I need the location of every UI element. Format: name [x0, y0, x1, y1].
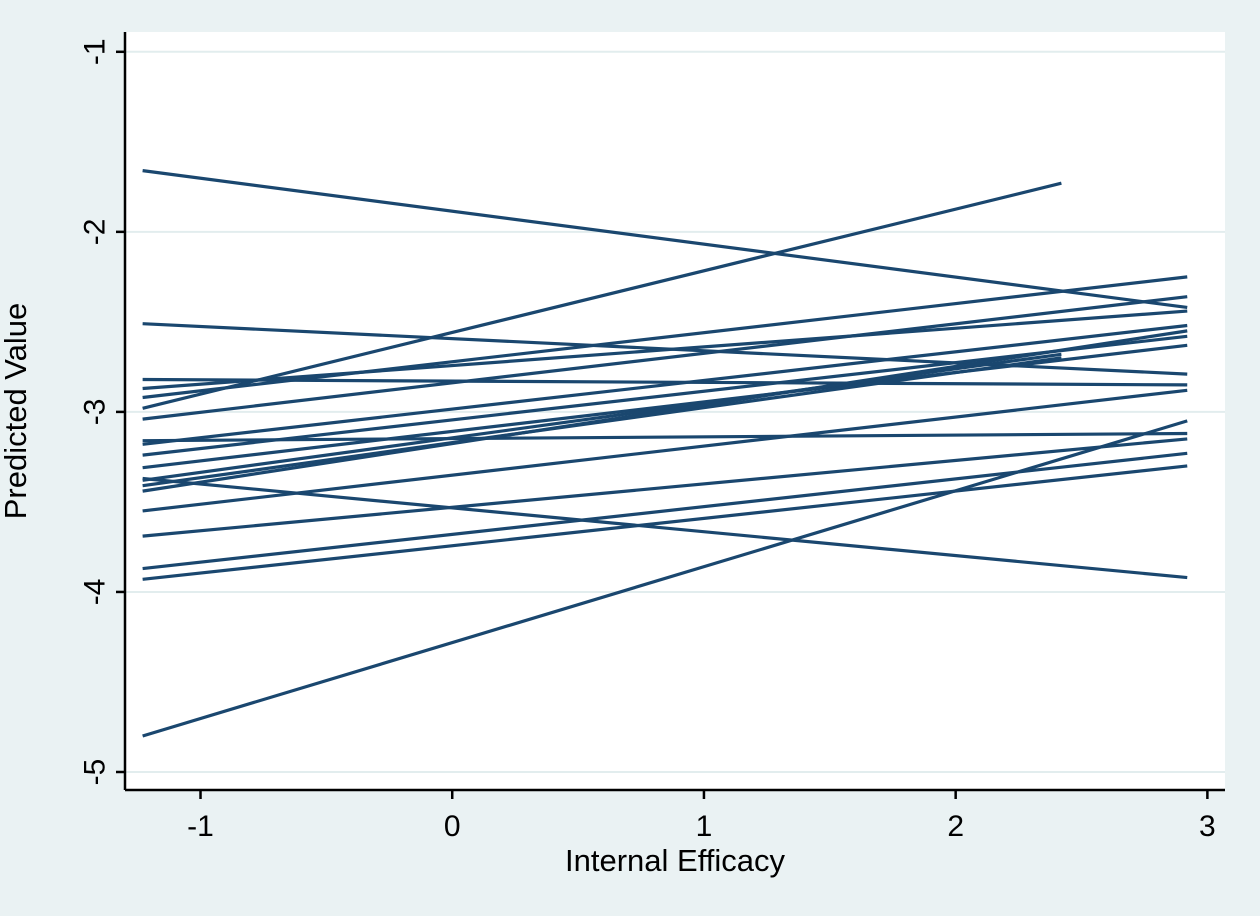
- fitted-line: [142, 169, 1188, 310]
- fitted-line: [142, 377, 1188, 387]
- x-axis-title: Internal Efficacy: [565, 843, 785, 878]
- x-tick-label: 0: [444, 810, 461, 843]
- y-tick-label: -2: [79, 219, 112, 246]
- fitted-line: [142, 437, 1188, 538]
- fitted-line: [142, 431, 1188, 443]
- fitted-line: [142, 181, 1062, 410]
- y-tick-label: -5: [79, 759, 112, 786]
- fitted-line: [142, 295, 1188, 421]
- fitted-line: [142, 419, 1188, 738]
- fitted-line: [142, 464, 1188, 581]
- fitted-line: [142, 329, 1188, 493]
- fitted-line: [142, 309, 1188, 391]
- x-tick-label: 2: [947, 810, 964, 843]
- fitted-line: [142, 476, 1188, 580]
- y-tick-label: -3: [79, 399, 112, 426]
- y-axis-title: Predicted Value: [0, 302, 33, 520]
- fitted-line: [142, 275, 1188, 400]
- x-tick-label: -1: [187, 810, 214, 843]
- x-tick-label: 3: [1199, 810, 1216, 843]
- fitted-line: [142, 323, 1188, 446]
- y-tick-label: -4: [79, 579, 112, 606]
- x-tick-label: 1: [696, 810, 713, 843]
- fitted-line: [142, 388, 1188, 513]
- y-tick-label: -1: [79, 38, 112, 65]
